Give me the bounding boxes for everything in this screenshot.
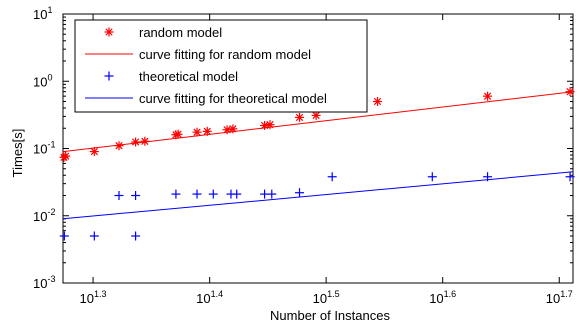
y-tick-label-exponent: -1: [47, 140, 55, 150]
y-tick-label-base: 10: [33, 74, 47, 89]
theoretical-model-point: [171, 189, 181, 199]
legend-entry-label: theoretical model: [139, 69, 238, 84]
theoretical-model-point: [59, 231, 69, 241]
random-model-point: [89, 147, 99, 157]
x-tick-label-exponent: 1.4: [211, 289, 224, 299]
legend-marker-swatch: [104, 27, 114, 37]
y-tick-label: 10-3: [33, 274, 55, 291]
random-model-point: [192, 127, 202, 137]
x-tick-label: 101.6: [429, 289, 456, 306]
theoretical-model-point: [427, 172, 437, 182]
legend-box: [74, 19, 368, 113]
x-tick-label: 101.4: [196, 289, 223, 306]
x-axis-label: Number of Instances: [270, 308, 390, 323]
y-tick-label: 100: [33, 72, 52, 89]
x-tick-label-exponent: 1.6: [444, 289, 457, 299]
x-tick-label-base: 10: [313, 291, 327, 306]
x-tick-label-base: 10: [80, 291, 94, 306]
x-tick-label-base: 10: [196, 291, 210, 306]
x-tick-label-base: 10: [546, 291, 560, 306]
theoretical-model-point: [565, 172, 575, 182]
random-model-point: [483, 91, 493, 101]
y-tick-label-exponent: -2: [47, 207, 55, 217]
theoretical-model-point: [89, 231, 99, 241]
legend-entry-label: curve fitting for theoretical model: [139, 91, 327, 106]
theoretical-model-point: [114, 191, 124, 201]
y-tick-label-base: 10: [33, 209, 47, 224]
theoretical-model-point: [131, 191, 141, 201]
random-model-point: [222, 125, 232, 135]
x-tick-label-exponent: 1.7: [560, 289, 573, 299]
random-model-point: [61, 151, 71, 161]
y-tick-label-exponent: 1: [47, 5, 52, 15]
x-tick-label-base: 10: [429, 291, 443, 306]
theoretical-model-point: [208, 189, 218, 199]
legend: random model curve fitting for random mod…: [74, 19, 368, 113]
random-model-point: [295, 112, 305, 122]
y-tick-label-base: 10: [33, 7, 47, 22]
x-tick-label: 101.7: [546, 289, 573, 306]
data-markers: [59, 87, 575, 241]
theoretical-model-point: [232, 189, 242, 199]
theoretical-model-point: [295, 188, 305, 198]
y-axis-label: Times[s]: [10, 129, 25, 178]
theoretical-model-point: [327, 172, 337, 182]
random-model-point: [565, 87, 575, 97]
theoretical-model-point: [267, 189, 277, 199]
theoretical-model-point: [483, 172, 493, 182]
y-tick-label: 10-2: [33, 207, 55, 224]
y-tick-label: 101: [33, 5, 52, 22]
random-model-point: [114, 141, 124, 151]
y-tick-label: 10-1: [33, 140, 55, 157]
random-model-point: [140, 136, 150, 146]
theoretical-model-point: [192, 189, 202, 199]
x-tick-labels: 101.3 101.4 101.5 101.6 101.7: [80, 289, 573, 306]
random-model-point: [373, 96, 383, 106]
y-tick-label-base: 10: [33, 276, 47, 291]
x-tick-label-exponent: 1.3: [94, 289, 107, 299]
theoretical-model-point: [131, 231, 141, 241]
random-model-point: [202, 126, 212, 136]
legend-marker-swatch: [104, 71, 114, 81]
axis-ticks: [63, 13, 573, 284]
x-tick-label: 101.5: [313, 289, 340, 306]
y-tick-label-exponent: -3: [47, 274, 55, 284]
random-model-point: [173, 129, 183, 139]
random-model-point: [131, 137, 141, 147]
legend-entry-label: random model: [139, 25, 222, 40]
x-tick-label-exponent: 1.5: [327, 289, 340, 299]
y-tick-label-exponent: 0: [47, 72, 52, 82]
random-model-point: [265, 120, 275, 130]
legend-entry-label: curve fitting for random model: [139, 47, 311, 62]
x-tick-label: 101.3: [80, 289, 107, 306]
random-model-point: [228, 124, 238, 134]
y-tick-label-base: 10: [33, 142, 47, 157]
